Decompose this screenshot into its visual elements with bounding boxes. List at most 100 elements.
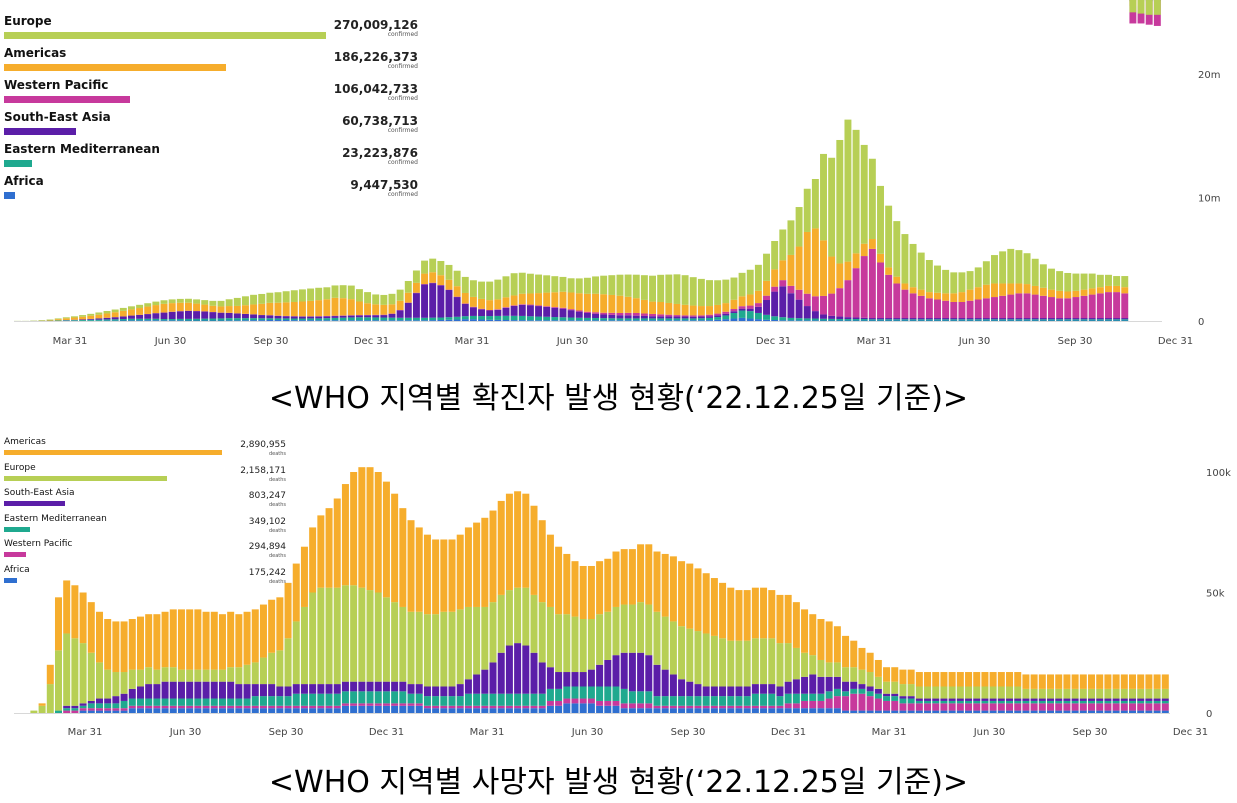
- bar-americas: [1120, 674, 1128, 689]
- bar-americas: [325, 508, 333, 588]
- deaths-caption: <WHO 지역별 사망자 발생 현황(‘22.12.25일 기준)>: [268, 765, 969, 800]
- bar-americas: [473, 522, 481, 607]
- bar-western-pacific: [210, 705, 218, 709]
- bar-eastern-mediterranean: [241, 318, 249, 321]
- bar-eastern-mediterranean: [779, 317, 787, 321]
- bar-europe: [473, 606, 481, 675]
- bar-africa: [323, 320, 331, 321]
- bar-eastern-mediterranean: [776, 696, 784, 706]
- bar-south-east-asia: [355, 315, 363, 318]
- bar-south-east-asia: [347, 315, 355, 318]
- bar-western-pacific: [71, 710, 79, 713]
- bar-western-pacific: [276, 705, 284, 709]
- bar-africa: [128, 708, 136, 713]
- bar-south-east-asia: [71, 705, 79, 709]
- bar-south-east-asia: [112, 696, 120, 704]
- bar-africa: [746, 318, 754, 321]
- bar-africa: [694, 708, 702, 713]
- legend-value: 2,890,955: [240, 440, 286, 450]
- legend-bar: [4, 552, 27, 557]
- bar-eastern-mediterranean: [1137, 700, 1145, 704]
- bar-eastern-mediterranean: [637, 691, 645, 704]
- x-tick-label: Mar 31: [455, 336, 490, 347]
- bar-south-east-asia: [866, 686, 874, 692]
- legend-value: 9,447,530: [350, 178, 418, 192]
- bar-eastern-mediterranean: [380, 317, 388, 321]
- bar-europe: [950, 272, 958, 294]
- bar-africa: [415, 705, 423, 713]
- bar-europe: [399, 606, 407, 682]
- bar-americas: [161, 611, 169, 668]
- bar-americas: [1153, 674, 1161, 689]
- bar-south-east-asia: [292, 684, 300, 694]
- bar-americas: [909, 287, 917, 294]
- bar-americas: [657, 301, 665, 315]
- bar-americas: [522, 493, 530, 588]
- bar-western-pacific: [997, 703, 1005, 711]
- bar-eastern-mediterranean: [989, 700, 997, 704]
- bar-europe: [917, 252, 925, 290]
- bar-africa: [423, 708, 431, 713]
- bar-africa: [645, 708, 653, 713]
- bar-europe: [227, 667, 235, 682]
- bar-western-pacific: [760, 705, 768, 709]
- bar-americas: [95, 611, 103, 663]
- x-tick-label: Sep 30: [254, 336, 289, 347]
- bar-americas: [144, 306, 152, 314]
- bar-europe: [1056, 271, 1064, 291]
- bar-europe: [530, 594, 538, 653]
- bar-eastern-mediterranean: [518, 315, 526, 321]
- bar-americas: [315, 300, 323, 317]
- bar-south-east-asia: [535, 306, 543, 317]
- bar-americas: [1015, 283, 1023, 294]
- bar-europe: [1096, 688, 1104, 699]
- bar-south-east-asia: [268, 684, 276, 697]
- bar-eastern-mediterranean: [233, 318, 241, 321]
- bar-africa: [1104, 710, 1112, 713]
- bar-south-east-asia: [1121, 318, 1129, 320]
- bar-south-east-asia: [489, 662, 497, 694]
- bar-africa: [858, 710, 866, 713]
- bar-europe: [331, 285, 339, 298]
- bar-europe: [1048, 268, 1055, 290]
- bar-eastern-mediterranean: [1088, 700, 1096, 704]
- bar-americas: [372, 304, 380, 315]
- bar-western-pacific: [776, 705, 784, 709]
- bar-western-pacific: [1030, 703, 1038, 711]
- bar-europe: [828, 157, 836, 257]
- bar-americas: [233, 305, 241, 314]
- bar-eastern-mediterranean: [522, 693, 530, 706]
- bar-south-east-asia: [1105, 318, 1112, 320]
- bar-south-east-asia: [372, 315, 380, 318]
- bar-eastern-mediterranean: [735, 696, 743, 706]
- bar-europe: [719, 638, 727, 687]
- bar-western-pacific: [991, 297, 998, 319]
- bar-eastern-mediterranean: [624, 318, 632, 321]
- bar-eastern-mediterranean: [981, 700, 989, 704]
- bar-south-east-asia: [950, 318, 958, 320]
- bar-south-east-asia: [1015, 318, 1023, 320]
- bar-europe: [489, 602, 497, 663]
- bar-eastern-mediterranean: [217, 318, 225, 321]
- bar-africa: [620, 708, 628, 713]
- bar-africa: [1120, 710, 1128, 713]
- bar-eastern-mediterranean: [251, 696, 259, 706]
- bar-eastern-mediterranean: [530, 693, 538, 706]
- bar-south-east-asia: [399, 681, 407, 692]
- bar-western-pacific: [681, 315, 689, 317]
- bar-eastern-mediterranean: [355, 317, 363, 321]
- bar-europe: [193, 299, 201, 304]
- bar-americas: [453, 286, 461, 297]
- bar-europe: [315, 287, 323, 301]
- bar-africa: [497, 708, 505, 713]
- bar-western-pacific: [571, 698, 579, 704]
- bar-americas: [518, 293, 526, 305]
- bar-western-pacific: [481, 705, 489, 709]
- bar-americas: [958, 292, 966, 302]
- bar-western-pacific: [1063, 703, 1071, 711]
- bar-africa: [489, 708, 497, 713]
- bar-africa: [456, 708, 464, 713]
- bar-south-east-asia: [478, 309, 486, 317]
- bar-africa: [719, 708, 727, 713]
- bar-europe: [989, 686, 997, 699]
